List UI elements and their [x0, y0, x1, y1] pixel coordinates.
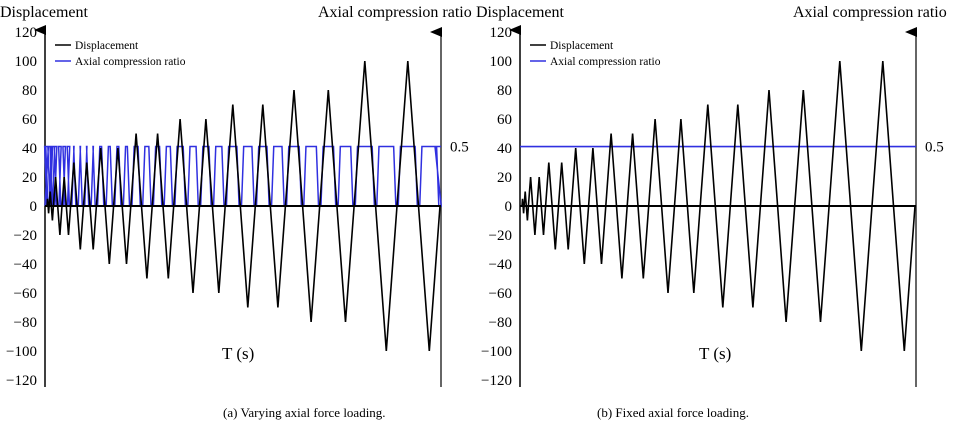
- y-tick-label: 60: [22, 112, 37, 128]
- y-tick-label: 120: [490, 25, 513, 41]
- y-tick-label: −80: [14, 315, 37, 331]
- legend-label-displacement: Displacement: [550, 40, 614, 52]
- y-tick-label: 60: [497, 112, 512, 128]
- y-tick-label: 100: [490, 54, 513, 70]
- y-tick-label: 20: [22, 170, 37, 186]
- caption-a: (a) Varying axial force loading.: [223, 405, 386, 420]
- y-tick-label: −20: [489, 228, 512, 244]
- y-tick-label: −80: [489, 315, 512, 331]
- left-axis-title: Displacement: [476, 4, 565, 21]
- caption-b: (b) Fixed axial force loading.: [597, 405, 749, 420]
- y-tick-label: 80: [22, 83, 37, 99]
- y-tick-label: −120: [6, 373, 37, 389]
- legend-label-displacement: Displacement: [75, 40, 139, 52]
- x-axis-title: T (s): [222, 344, 254, 363]
- left-yticks: 120 100 80 60 40 20 0 −20 −40 −60 −80 −100 −120: [6, 25, 37, 389]
- left-yticks: 120 100 80 60 40 20 0 −20 −40 −60 −80 −100 −120: [481, 25, 512, 389]
- y-tick-label: 40: [22, 141, 37, 157]
- y-tick-label: −60: [14, 286, 37, 302]
- y-tick-label: −100: [6, 344, 37, 360]
- y-tick-label: −100: [481, 344, 512, 360]
- y-tick-label: −40: [14, 257, 37, 273]
- y-tick-label: 0: [30, 199, 38, 215]
- right-axis-title: Axial compression ratio: [318, 4, 472, 21]
- right-axis-tick-label: 0.5: [925, 140, 944, 156]
- legend: Displacement Axial compression ratio: [55, 40, 186, 68]
- chart-panel-a: Displacement Axial compression ratio 120…: [0, 4, 472, 420]
- y-tick-label: 120: [15, 25, 38, 41]
- y-tick-label: −40: [489, 257, 512, 273]
- right-axis-tick-label: 0.5: [450, 140, 469, 156]
- legend-label-axial: Axial compression ratio: [550, 56, 661, 68]
- y-tick-label: 80: [497, 83, 512, 99]
- y-tick-label: 0: [505, 199, 513, 215]
- y-tick-label: 100: [15, 54, 38, 70]
- chart-panel-b: Displacement Axial compression ratio 120…: [476, 4, 947, 420]
- y-tick-label: −120: [481, 373, 512, 389]
- legend: Displacement Axial compression ratio: [530, 40, 661, 68]
- x-axis-title: T (s): [699, 344, 731, 363]
- y-tick-label: 40: [497, 141, 512, 157]
- y-tick-label: −20: [14, 228, 37, 244]
- legend-label-axial: Axial compression ratio: [75, 56, 186, 68]
- y-tick-label: 20: [497, 170, 512, 186]
- y-tick-label: −60: [489, 286, 512, 302]
- right-axis-title: Axial compression ratio: [793, 4, 947, 21]
- left-axis-title: Displacement: [0, 4, 89, 21]
